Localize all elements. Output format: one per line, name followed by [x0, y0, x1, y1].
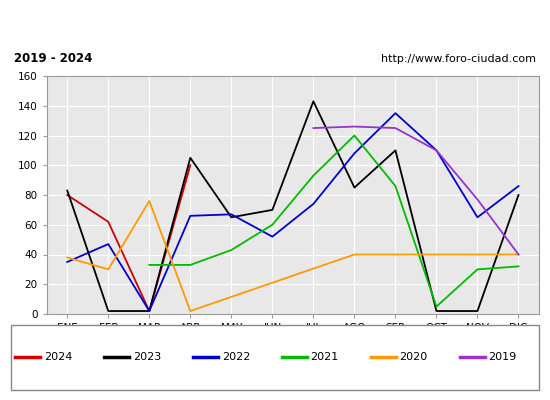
- 2022: [392, 111, 399, 116]
- 2022: [228, 212, 235, 217]
- 2021: [474, 267, 481, 272]
- 2021: [146, 262, 152, 267]
- 2021: [310, 173, 317, 178]
- Text: http://www.foro-ciudad.com: http://www.foro-ciudad.com: [381, 54, 536, 64]
- 2024: [64, 193, 70, 198]
- 2021: [392, 184, 399, 188]
- 2023: [310, 99, 317, 104]
- 2023: [228, 215, 235, 220]
- 2022: [310, 202, 317, 206]
- 2020: [515, 252, 522, 257]
- 2021: [433, 304, 440, 309]
- 2022: [187, 214, 194, 218]
- 2020: [105, 267, 112, 272]
- 2023: [351, 185, 358, 190]
- 2024: [146, 309, 152, 314]
- 2022: [351, 151, 358, 156]
- 2020: [351, 252, 358, 257]
- 2022: [146, 309, 152, 314]
- Text: 2019 - 2024: 2019 - 2024: [14, 52, 92, 66]
- Text: 2022: 2022: [222, 352, 250, 362]
- 2020: [146, 198, 152, 203]
- 2023: [392, 148, 399, 153]
- Line: 2024: 2024: [67, 165, 190, 311]
- 2021: [351, 133, 358, 138]
- 2022: [433, 148, 440, 153]
- Line: 2022: 2022: [67, 113, 519, 311]
- 2019: [310, 126, 317, 130]
- 2023: [474, 309, 481, 314]
- 2023: [433, 309, 440, 314]
- 2023: [515, 193, 522, 198]
- Line: 2020: 2020: [67, 201, 519, 311]
- 2022: [515, 184, 522, 188]
- 2022: [105, 242, 112, 246]
- Line: 2023: 2023: [67, 101, 519, 311]
- 2023: [187, 156, 194, 160]
- 2023: [64, 188, 70, 193]
- 2022: [474, 215, 481, 220]
- Text: 2023: 2023: [133, 352, 161, 362]
- 2021: [228, 248, 235, 252]
- 2023: [105, 309, 112, 314]
- Text: 2019: 2019: [488, 352, 516, 362]
- 2021: [515, 264, 522, 269]
- 2019: [351, 124, 358, 129]
- Line: 2019: 2019: [314, 126, 519, 254]
- 2022: [269, 234, 276, 239]
- 2019: [474, 197, 481, 202]
- 2024: [187, 163, 194, 168]
- 2023: [146, 309, 152, 314]
- 2019: [515, 252, 522, 257]
- 2019: [392, 126, 399, 130]
- 2021: [187, 262, 194, 267]
- 2020: [187, 309, 194, 314]
- 2021: [269, 222, 276, 227]
- Text: 2020: 2020: [399, 352, 428, 362]
- 2023: [269, 208, 276, 212]
- Line: 2021: 2021: [149, 136, 519, 306]
- 2019: [433, 148, 440, 153]
- Text: Evolucion Nº Turistas Nacionales en el municipio de Tapioles: Evolucion Nº Turistas Nacionales en el m…: [16, 14, 534, 28]
- 2020: [64, 255, 70, 260]
- 2022: [64, 260, 70, 264]
- Text: 2021: 2021: [311, 352, 339, 362]
- Text: 2024: 2024: [44, 352, 72, 362]
- 2024: [105, 219, 112, 224]
